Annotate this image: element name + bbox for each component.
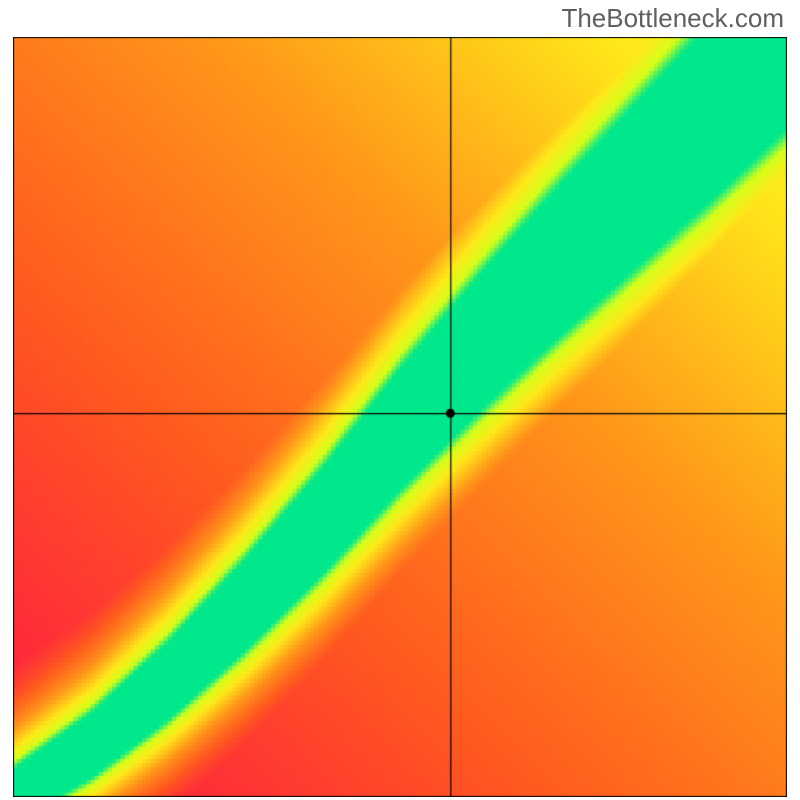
watermark-text: TheBottleneck.com: [561, 3, 784, 34]
bottleneck-heatmap: [13, 37, 787, 797]
